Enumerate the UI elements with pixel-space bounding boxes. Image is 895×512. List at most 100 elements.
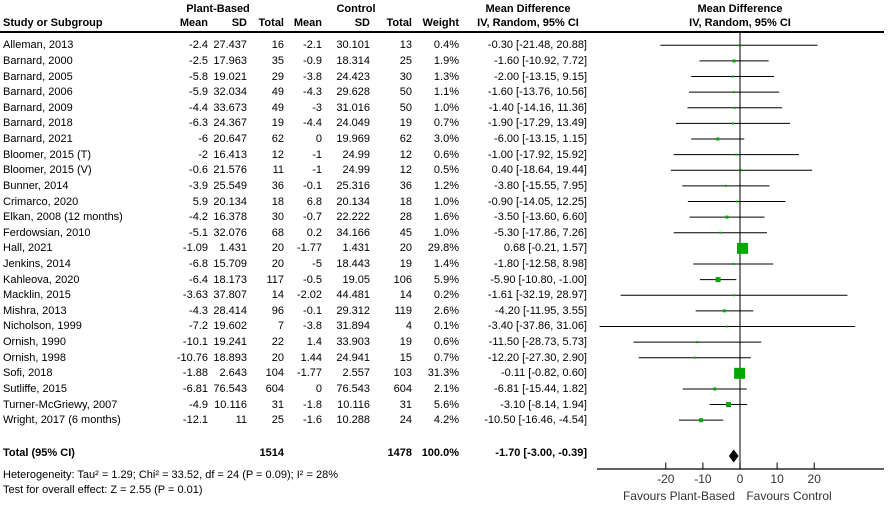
pb-sd: 20.134 [213,195,247,208]
ctrl-total: 28 [399,211,412,224]
study-name: Sofi, 2018 [3,367,53,380]
pb-mean: -3.9 [189,179,208,192]
ctrl-mean: -0.5 [303,273,322,286]
pb-mean: -6.4 [189,273,208,286]
total-weight: 100.0% [421,447,459,459]
pb-mean: -5.9 [189,86,208,99]
ctrl-sd: 33.903 [336,336,370,349]
md-ci-text: -3.50 [-13.60, 6.60] [494,211,587,224]
ctrl-sd: 10.116 [337,398,370,411]
md-ci-text: -1.90 [-17.29, 13.49] [487,117,587,130]
pb-mean: -12.1 [182,414,208,427]
md-ci-text: -3.80 [-15.55, 7.95] [494,179,587,192]
study-name: Barnard, 2018 [3,117,73,130]
weight: 2.6% [433,304,459,317]
ctrl-sd: 30.101 [336,39,370,52]
ctrl-total: 24 [399,414,412,427]
footnote: Heterogeneity: Tau² = 1.29; Chi² = 33.52… [3,469,338,481]
weight: 0.6% [433,148,459,161]
md-ci-text: -12.20 [-27.30, 2.90] [487,351,587,364]
ctrl-sd: 22.222 [336,211,370,224]
ctrl-total: 19 [399,336,412,349]
pb-sd: 33.673 [213,101,247,114]
pb-total: 117 [266,273,284,286]
total-ctrl-n: 1478 [387,447,412,459]
pb-mean: -4.9 [189,398,208,411]
pb-mean: -4.3 [189,304,208,317]
ctrl-total-header: Total [386,17,412,29]
md-text-header-line2: IV, Random, 95% CI [477,17,579,29]
ctrl-total: 62 [399,133,412,146]
pb-total: 7 [277,320,284,333]
point-estimate-marker [737,44,740,47]
point-estimate-marker [715,277,721,283]
study-name: Ferdowsian, 2010 [3,226,91,239]
weight: 0.4% [433,39,459,52]
ctrl-mean: -3 [312,101,322,114]
pb-sd: 25.549 [213,179,247,192]
weight: 1.0% [433,101,459,114]
ctrl-mean: -1.77 [296,242,322,255]
point-estimate-marker [732,262,735,265]
axis-tick-label: -10 [694,472,712,486]
ctrl-total: 30 [399,70,412,83]
favours-left-label: Favours Plant-Based [623,489,735,503]
study-name: Barnard, 2006 [3,86,73,99]
md-ci-text: -0.11 [-0.82, 0.60] [500,367,587,380]
total-label: Total (95% CI) [3,447,75,459]
point-estimate-marker [731,75,734,78]
md-ci-text: -3.10 [-8.14, 1.94] [500,398,587,411]
pb-sd: 24.367 [213,117,247,130]
md-ci-text: -1.60 [-13.76, 10.56] [487,86,587,99]
point-estimate-marker [734,367,746,379]
ctrl-mean: -2.1 [303,39,322,52]
ctrl-total: 50 [399,86,412,99]
study-name: Bunner, 2014 [3,179,69,192]
ctrl-mean: -1.6 [303,414,322,427]
point-estimate-marker [740,169,743,172]
ctrl-total: 31 [399,398,412,411]
study-name: Barnard, 2009 [3,101,73,114]
pb-mean: -0.6 [189,164,208,177]
ctrl-mean: 1.4 [306,336,322,349]
md-ci-text: -1.61 [-32.19, 28.97] [487,289,587,302]
point-estimate-marker [735,153,738,156]
weight: 1.0% [433,226,459,239]
point-estimate-marker [725,215,729,219]
ctrl-mean: -0.1 [303,304,322,317]
study-name: Barnard, 2005 [3,70,73,83]
md-ci-text: -5.90 [-10.80, -1.00] [490,273,587,286]
weight: 2.1% [433,382,459,395]
pb-sd: 18.893 [213,351,247,364]
pb-sd: 20.647 [213,133,247,146]
point-estimate-marker [725,402,731,408]
pb-sd: 11 [235,414,247,427]
study-name: Ornish, 1990 [3,336,66,349]
pb-sd: 1.431 [219,242,247,255]
ctrl-sd: 19.05 [342,273,370,286]
point-estimate-marker [693,356,696,359]
weight-header: Weight [422,17,459,29]
ctrl-sd: 20.134 [336,195,370,208]
pb-total: 31 [271,398,284,411]
ctrl-mean: -1.8 [303,398,322,411]
weight: 0.2% [433,289,459,302]
study-name: Wright, 2017 (6 months) [3,414,121,427]
pb-mean: 5.9 [192,195,208,208]
ctrl-total: 106 [393,273,412,286]
group-header-control: Control [336,3,376,15]
weight: 1.3% [433,70,459,83]
pb-mean: -6.81 [182,382,208,395]
pb-sd: 21.576 [213,164,247,177]
pb-total: 104 [265,367,284,380]
study-name: Ornish, 1998 [3,351,66,364]
ctrl-mean: -0.9 [303,54,322,67]
pb-sd: 16.378 [213,211,247,224]
md-ci-text: -11.50 [-28.73, 5.73] [488,336,587,349]
weight: 1.2% [433,179,459,192]
pb-total: 29 [271,70,284,83]
ctrl-mean: 1.44 [300,351,322,364]
ctrl-total: 604 [393,382,412,395]
ctrl-sd: 24.049 [336,117,370,130]
md-ci-text: -1.00 [-17.92, 15.92] [487,148,587,161]
